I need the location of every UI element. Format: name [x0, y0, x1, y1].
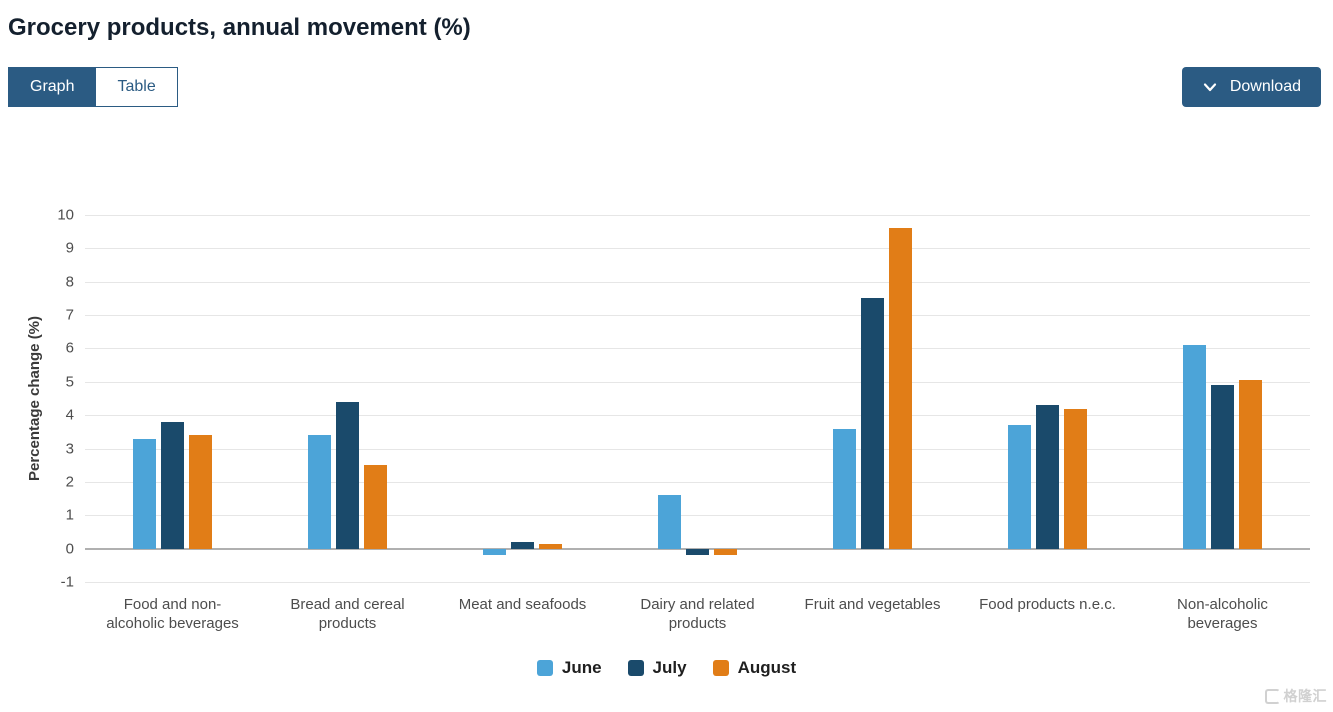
bar-august: [1064, 408, 1087, 549]
y-tick-label: -1: [60, 573, 74, 591]
chart-legend: June July August: [0, 658, 1333, 678]
x-axis-category-label: Bread and cereal products: [290, 596, 405, 633]
y-tick-label: 8: [65, 273, 74, 291]
legend-label: August: [737, 658, 797, 677]
bar-june: [308, 435, 331, 549]
bar-july: [1036, 405, 1059, 549]
watermark: 格隆汇: [1264, 686, 1328, 706]
gridline: [85, 248, 1310, 250]
bar-august: [189, 435, 212, 549]
y-tick-label: 9: [65, 239, 74, 257]
gridline: [85, 448, 1310, 450]
view-tabs: Graph Table: [8, 67, 178, 107]
bar-group: [435, 215, 610, 582]
legend-item-july[interactable]: July: [627, 658, 687, 678]
gridline: [85, 415, 1310, 417]
gridline: [85, 381, 1310, 383]
bar-july: [861, 298, 884, 549]
bar-july: [511, 541, 534, 549]
bar-june: [483, 548, 506, 556]
x-axis-category-label: Food and non-alcoholic beverages: [106, 596, 239, 633]
chevron-down-icon: [1202, 79, 1218, 95]
bar-august: [714, 548, 737, 556]
bar-group: [1135, 215, 1310, 582]
bar-august: [1239, 380, 1262, 549]
legend-label: July: [652, 658, 687, 677]
watermark-logo-icon: [1264, 688, 1280, 704]
bar-august: [364, 465, 387, 549]
gridline: [85, 582, 1310, 583]
x-axis-category-label: Dairy and related products: [640, 596, 755, 633]
bar-july: [336, 401, 359, 549]
bar-july: [1211, 385, 1234, 549]
bar-group: [960, 215, 1135, 582]
legend-item-august[interactable]: August: [712, 658, 797, 678]
page-title: Grocery products, annual movement (%): [8, 14, 471, 41]
y-tick-label: 2: [65, 473, 74, 491]
x-axis-category-label: Non-alcoholic beverages: [1177, 596, 1268, 633]
tab-graph[interactable]: Graph: [9, 68, 96, 106]
y-axis-ticks: -1 0 1 2 3 4 5 6 7 8 9 10: [40, 207, 74, 591]
legend-marker: [627, 660, 644, 676]
plot-area: [85, 215, 1310, 583]
x-axis-labels: Food and non-alcoholic beverages Bread an…: [85, 595, 1310, 633]
x-axis-category-label: Food products n.e.c.: [979, 596, 1116, 613]
bar-july: [161, 421, 184, 549]
gridline: [85, 515, 1310, 517]
gridline: [85, 481, 1310, 483]
y-tick-label: 7: [65, 306, 74, 324]
y-tick-label: 0: [65, 540, 74, 558]
bar-june: [658, 495, 681, 549]
tab-table[interactable]: Table: [95, 68, 177, 106]
bar-june: [833, 428, 856, 549]
download-label: Download: [1229, 78, 1301, 95]
y-tick-label: 5: [65, 373, 74, 391]
gridline: [85, 281, 1310, 283]
y-tick-label: 1: [65, 506, 74, 524]
bar-august: [539, 543, 562, 549]
bar-august: [889, 228, 912, 549]
legend-marker: [536, 660, 553, 676]
watermark-text: 格隆汇: [1283, 688, 1327, 704]
bar-june: [1008, 425, 1031, 549]
y-tick-label: 4: [65, 406, 74, 424]
bar-group: [260, 215, 435, 582]
x-axis-category-label: Fruit and vegetables: [804, 596, 941, 613]
gridline: [85, 215, 1310, 216]
y-tick-label: 3: [65, 440, 74, 458]
legend-label: June: [561, 658, 602, 677]
gridline: [85, 315, 1310, 317]
y-tick-label: 10: [57, 206, 74, 224]
legend-marker: [712, 660, 729, 676]
bar-july: [686, 548, 709, 556]
bar-group: [85, 215, 260, 582]
gridline: [85, 348, 1310, 350]
download-button[interactable]: Download: [1181, 67, 1321, 107]
bar-june: [1183, 345, 1206, 549]
bar-june: [133, 438, 156, 549]
y-tick-label: 6: [65, 339, 74, 357]
x-axis-category-label: Meat and seafoods: [458, 596, 587, 613]
bar-group: [610, 215, 785, 582]
bar-group: [785, 215, 960, 582]
legend-item-june[interactable]: June: [536, 658, 602, 678]
